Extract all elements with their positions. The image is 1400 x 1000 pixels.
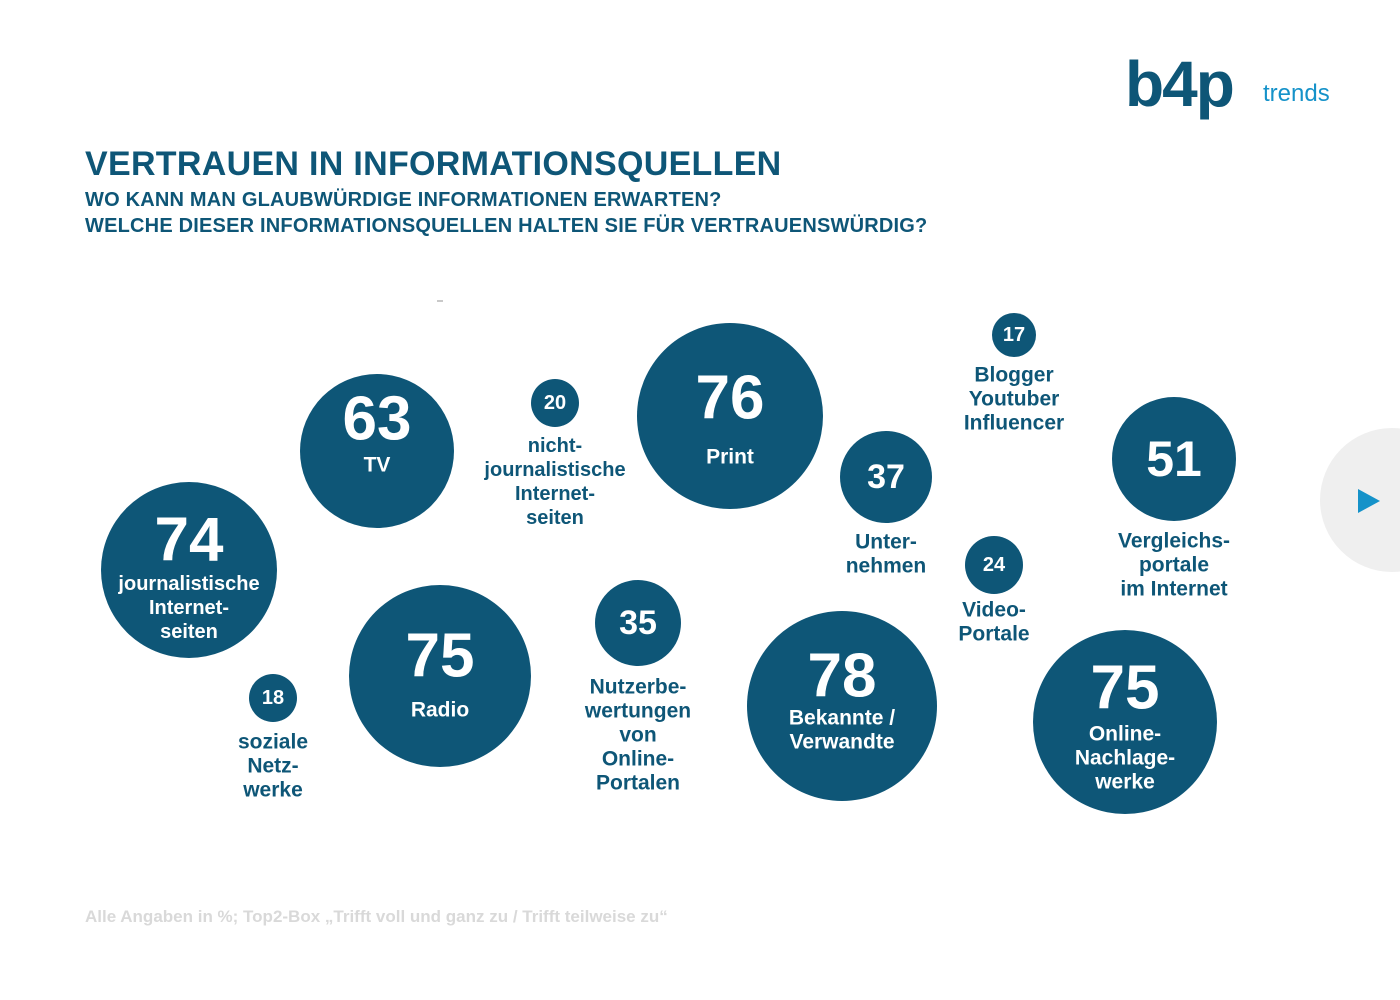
bubble-label-line: werke (242, 779, 303, 802)
chart-title: VERTRAUEN IN INFORMATIONSQUELLEN (85, 145, 782, 183)
bubble-label: Print (706, 446, 754, 469)
bubble-circle (637, 323, 823, 509)
bubble-circle (1033, 630, 1217, 814)
bubble-label: Bekannte / Verwandte (789, 707, 895, 754)
footnote: Alle Angaben in %; Top2-Box „Trifft voll… (85, 907, 668, 926)
bubble-value: 20 (544, 392, 566, 414)
bubble-label-line: Online- (1089, 723, 1161, 746)
bubble-label-line: Influencer (964, 412, 1064, 435)
bubble-label-line: journalistische (117, 573, 259, 595)
bubble-label-line: Unter- (855, 531, 917, 554)
bubble-radio: 75 Radio (349, 585, 531, 767)
bubble-video-portale: 24 Video-Portale (958, 536, 1030, 646)
bubble-label: nicht-journalistische Internet-seiten (483, 435, 625, 529)
bubble-label-line: soziale (238, 731, 308, 754)
bubble-nicht-journalistische-internetseiten: 20 nicht-journalistische Internet-seiten (483, 379, 626, 529)
bubble-label-line: Online- (602, 748, 674, 771)
bubble-circle (531, 379, 579, 427)
bubble-label-line: journalistische (483, 459, 625, 481)
bubble-print: 76 Print (637, 323, 823, 509)
bubble-label-line: Print (706, 446, 754, 469)
bubble-label-line: Blogger (974, 364, 1053, 387)
bubble-label-line: Internet- (149, 597, 229, 619)
bubble-label-line: Verwandte (789, 731, 894, 754)
bubble-label-line: seiten (526, 507, 584, 529)
bubble-blogger-youtuber-influencer: 17 Blogger Youtuber Influencer (964, 313, 1064, 435)
bubble-circle (747, 611, 937, 801)
bubble-value: 74 (155, 506, 224, 575)
bubble-circle (249, 674, 297, 722)
bubble-value: 63 (343, 385, 412, 454)
bubble-label-line: Youtuber (969, 388, 1060, 411)
bubble-value: 76 (696, 364, 765, 433)
chart-subtitle-2: WELCHE DIESER INFORMATIONSQUELLEN HALTEN… (85, 215, 928, 237)
bubble-circle (992, 313, 1036, 357)
bubble-circle (595, 580, 681, 666)
bubble-nutzerbewertungen: 35 Nutzerbe-wertungen von Online-Portalen (584, 580, 691, 795)
bubble-unternehmen: 37 Unter-nehmen (840, 431, 932, 578)
decorative-dash (437, 300, 443, 302)
bubble-label-line: Netz- (247, 755, 298, 778)
bubble-label-line: TV (364, 454, 391, 477)
bubble-circle (101, 482, 277, 658)
bubble-value: 24 (983, 554, 1006, 576)
bubble-circle (1112, 397, 1236, 521)
bubble-label: Vergleichs-portale im Internet (1118, 530, 1230, 601)
bubble-label-line: Vergleichs- (1118, 530, 1230, 553)
bubble-label: Video-Portale (958, 599, 1029, 646)
bubble-value: 18 (262, 687, 284, 709)
logo-tagline: trends (1263, 80, 1330, 107)
bubble-label: soziale Netz-werke (238, 731, 308, 802)
bubble-label-line: seiten (160, 621, 218, 643)
bubble-label-line: Nachlage- (1075, 747, 1175, 770)
bubble-soziale-netzwerke: 18 soziale Netz-werke (238, 674, 308, 802)
bubble-label-line: wertungen (584, 700, 691, 723)
bubble-label-line: werke (1094, 771, 1155, 794)
bubble-circle (300, 374, 454, 528)
bubble-label-line: Nutzerbe- (590, 676, 687, 699)
bubble-value: 37 (867, 458, 905, 496)
bubble-label: Unter-nehmen (846, 531, 927, 578)
bubble-label-line: Bekannte / (789, 707, 895, 730)
bubble-label-line: im Internet (1120, 578, 1227, 601)
bubble-value: 75 (406, 622, 475, 691)
bubble-label: Nutzerbe-wertungen von Online-Portalen (584, 676, 691, 795)
bubble-label-line: nicht- (528, 435, 582, 457)
chart-subtitle-1: WO KANN MAN GLAUBWÜRDIGE INFORMATIONEN E… (85, 189, 722, 211)
play-arrow-icon (1358, 489, 1380, 513)
bubble-label-line: Radio (411, 699, 469, 722)
bubble-label-line: nehmen (846, 555, 927, 578)
bubble-circle (840, 431, 932, 523)
bubble-label-line: von (619, 724, 656, 747)
bubble-value: 78 (808, 642, 877, 711)
bubble-label: Online-Nachlage-werke (1075, 723, 1175, 794)
bubble-label-line: portale (1139, 554, 1209, 577)
bubble-label-line: Internet- (515, 483, 595, 505)
logo-brand: b4p (1125, 48, 1235, 120)
bubble-circle (349, 585, 531, 767)
bubble-label-line: Video- (962, 599, 1026, 622)
bubble-vergleichsportale: 51 Vergleichs-portale im Internet (1112, 397, 1236, 601)
bubble-label: TV (364, 454, 391, 477)
bubble-value: 75 (1091, 654, 1160, 723)
bubble-label: journalistische Internet-seiten (117, 573, 259, 643)
bubble-label-line: Portalen (596, 772, 680, 795)
bubble-label: Blogger Youtuber Influencer (964, 364, 1064, 435)
bubble-value: 17 (1003, 324, 1025, 346)
bubble-value: 35 (619, 604, 657, 642)
bubble-label: Radio (411, 699, 469, 722)
bubble-circle (965, 536, 1023, 594)
bubble-value: 51 (1146, 431, 1202, 487)
bubble-label-line: Portale (958, 623, 1029, 646)
